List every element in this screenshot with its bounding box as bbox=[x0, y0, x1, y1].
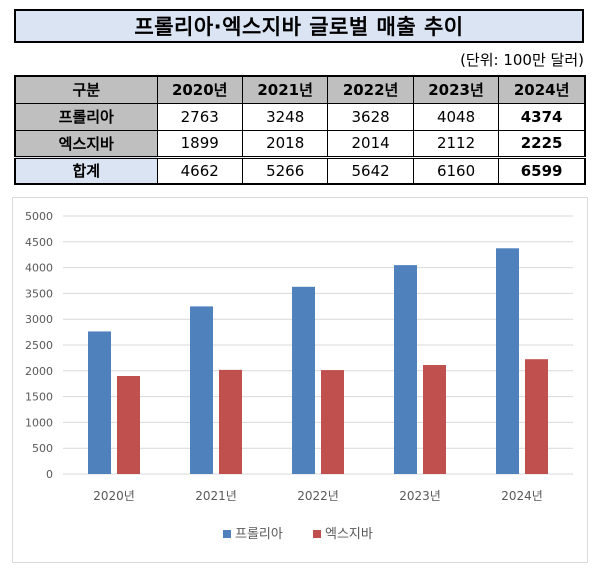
bar-series2 bbox=[321, 370, 344, 474]
x-tick-label: 2022년 bbox=[297, 489, 339, 503]
table-cell: 4048 bbox=[412, 102, 500, 131]
bar-chart: 0 500 1000 1500 2000 2500 3000 3500 4000 4500 5000… bbox=[25, 210, 573, 542]
table-row: 엑스지바 1899 2018 2014 2112 2225 bbox=[14, 129, 586, 158]
table-cell: 6599 bbox=[498, 155, 586, 185]
bar-series2 bbox=[525, 359, 548, 474]
legend-swatch bbox=[223, 530, 231, 538]
table-cell: 3628 bbox=[327, 102, 414, 131]
page-title: 프롤리아·엑스지바 글로벌 매출 추이 bbox=[134, 15, 464, 39]
legend-swatch bbox=[313, 530, 321, 538]
legend-label: 프롤리아 bbox=[235, 527, 283, 542]
bar-series2 bbox=[117, 376, 140, 474]
table-cell: 4662 bbox=[156, 155, 243, 185]
row-label: 합계 bbox=[14, 155, 158, 185]
y-tick-label: 4000 bbox=[25, 262, 53, 275]
x-tick-label: 2024년 bbox=[501, 489, 543, 503]
x-tick-label: 2021년 bbox=[195, 489, 237, 503]
y-tick-label: 1000 bbox=[25, 416, 53, 429]
table-header-cell: 2023년 bbox=[412, 75, 500, 104]
sales-table: 구분 2020년 2021년 2022년 2023년 2024년 프롤리아 27… bbox=[14, 75, 586, 185]
y-tick-label: 5000 bbox=[25, 210, 53, 223]
table-header-cell: 2024년 bbox=[498, 75, 586, 104]
table-header-cell: 2022년 bbox=[327, 75, 414, 104]
x-tick-label: 2023년 bbox=[399, 489, 441, 503]
table-header-cell: 구분 bbox=[14, 75, 158, 104]
table-cell: 5642 bbox=[327, 155, 414, 185]
chart-area: 0 500 1000 1500 2000 2500 3000 3500 4000 4500 5000… bbox=[12, 197, 588, 563]
bar-series2 bbox=[423, 365, 446, 474]
y-tick-label: 2000 bbox=[25, 365, 53, 378]
y-tick-label: 1500 bbox=[25, 391, 53, 404]
x-tick-label: 2020년 bbox=[93, 489, 135, 503]
bar-series2 bbox=[219, 369, 242, 474]
y-tick-label: 3000 bbox=[25, 313, 53, 326]
table-cell: 2018 bbox=[241, 129, 329, 158]
table-cell: 4374 bbox=[498, 102, 586, 131]
row-label: 프롤리아 bbox=[14, 102, 158, 131]
chart-title-box: 프롤리아·엑스지바 글로벌 매출 추이 bbox=[14, 9, 584, 43]
legend-label: 엑스지바 bbox=[325, 527, 373, 542]
table-cell: 2225 bbox=[498, 129, 586, 158]
bar-series1 bbox=[190, 306, 213, 474]
table-cell: 2014 bbox=[327, 129, 414, 158]
table-cell: 2112 bbox=[412, 129, 500, 158]
bar-series1 bbox=[88, 331, 111, 474]
y-tick-label: 500 bbox=[32, 442, 53, 455]
table-cell: 5266 bbox=[241, 155, 329, 185]
table-header-cell: 2020년 bbox=[156, 75, 243, 104]
table-cell: 3248 bbox=[241, 102, 329, 131]
table-row-total: 합계 4662 5266 5642 6160 6599 bbox=[14, 155, 586, 185]
table-cell: 2763 bbox=[156, 102, 243, 131]
table-row: 프롤리아 2763 3248 3628 4048 4374 bbox=[14, 102, 586, 131]
bar-series1 bbox=[394, 265, 417, 474]
table-header-row: 구분 2020년 2021년 2022년 2023년 2024년 bbox=[14, 75, 586, 104]
unit-note: (단위: 100만 달러) bbox=[460, 51, 584, 69]
bar-series1 bbox=[292, 286, 315, 474]
table-cell: 6160 bbox=[412, 155, 500, 185]
table-cell: 1899 bbox=[156, 129, 243, 158]
y-tick-label: 2500 bbox=[25, 339, 53, 352]
y-tick-label: 4500 bbox=[25, 236, 53, 249]
table-header-cell: 2021년 bbox=[241, 75, 329, 104]
row-label: 엑스지바 bbox=[14, 129, 158, 158]
y-tick-label: 0 bbox=[46, 468, 53, 481]
bar-series1 bbox=[496, 248, 519, 474]
y-tick-label: 3500 bbox=[25, 287, 53, 300]
